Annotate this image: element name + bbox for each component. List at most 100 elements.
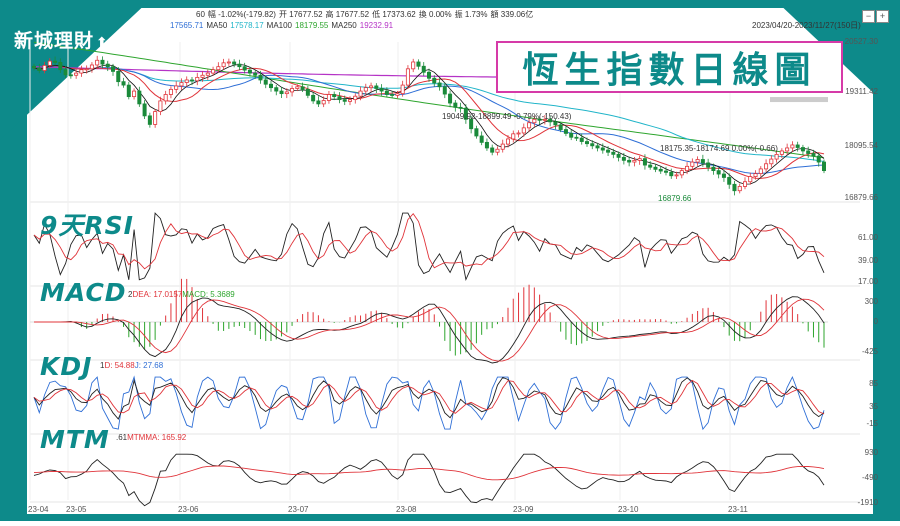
candle-body [632,159,637,163]
candle-body [121,81,126,86]
kdj-k-line [33,376,825,420]
candle-body [132,90,137,98]
candle-body [685,165,690,172]
ma100-line [33,41,825,159]
candle-body [84,68,89,71]
legend-item: .61 [116,433,128,442]
candle-body [548,118,553,123]
mtm-legend: .61MTMMA: 165.92 [116,433,186,442]
candle-body [342,99,347,102]
legend-item: 19232.91 [359,21,394,30]
candle-body [416,61,421,67]
candle-body [716,170,721,175]
candle-body [247,69,252,74]
candle-body [479,135,484,143]
candle-body [58,62,63,71]
minus-button[interactable]: − [862,10,875,23]
candle-body [616,153,621,158]
candle-body [469,118,474,130]
x-tick-label: 23-04 [28,505,49,514]
candle-body [95,59,100,66]
candle-body [284,91,289,95]
legend-item: 高 17677.52 [325,10,370,19]
candle-body [585,141,590,145]
candle-body [79,69,84,74]
candle-body [274,87,279,92]
candle-body [595,145,600,149]
candle-body [563,129,568,134]
candle-body [579,137,584,142]
candle-body [700,159,705,164]
candle-body [442,86,447,95]
legend-item: 2 [128,290,133,299]
candle-body [369,85,374,89]
date-range-label: 2023/04/20-2023/11/27(150日) [752,21,861,30]
candle-body [648,164,653,168]
candle-body [500,143,505,150]
candle-body [642,158,647,166]
y-tick-label: 61.00 [857,233,878,242]
legend-item: 60 [196,10,205,19]
kdj-panel-label: KDJ [40,352,93,381]
candle-body [753,173,758,178]
candle-body [627,159,632,163]
candle-body [379,88,384,92]
y-tick-label: -490 [861,473,878,482]
candle-body [390,94,395,96]
candle-body [68,74,73,77]
rsi-line [33,212,825,281]
candle-body [658,168,663,172]
candle-body [53,60,58,63]
candle-body [47,60,52,66]
mtm-panel-label: MTM [40,425,110,454]
price-band [770,97,828,103]
y-tick-label: 35 [869,402,878,411]
candle-body [779,150,784,155]
frame-top [0,0,900,8]
candle-body [174,85,179,90]
candle-body [495,148,500,153]
x-tick-label: 23-05 [66,505,87,514]
brand-name: 新城理財 [14,30,95,52]
legend-item: 振 1.73% [454,10,488,19]
candle-body [263,79,268,85]
candle-body [811,153,816,157]
x-tick-label: 23-09 [513,505,534,514]
plus-button[interactable]: + [876,10,889,23]
candle-body [258,74,263,81]
candle-body [574,136,579,139]
y-tick-label: 20527.30 [844,37,878,46]
x-tick-label: 23-10 [618,505,639,514]
candle-body [221,62,226,68]
legend-item: 幅 -1.02%(-179.82) [207,10,276,19]
kdj-d-line [33,379,825,415]
legend-item: 額 339.06亿 [490,10,534,19]
candle-body [732,183,737,192]
brand-logo: 新城理財 ⬆ [14,26,109,53]
candle-body [611,151,616,155]
macd-dif-line [34,296,825,364]
legend-item: MA250 [331,21,357,30]
candle-body [400,84,405,95]
candle-body [347,99,352,102]
candle-body [205,72,210,76]
candle-body [232,61,237,65]
candle-body [437,82,442,88]
candle-body [458,106,463,109]
candle-body [421,65,426,73]
candle-body [669,171,674,177]
candle-body [195,76,200,82]
candle-body [316,100,321,105]
x-tick-label: 23-07 [288,505,309,514]
candle-body [553,121,558,126]
candle-body [474,128,479,137]
candle-body [305,88,310,96]
candle-body [537,118,542,121]
candle-body [168,88,173,95]
candle-body [37,67,42,71]
candle-body [758,168,763,175]
candle-body [706,162,711,168]
candle-body [774,153,779,160]
candle-body [800,147,805,152]
candle-body [290,88,295,93]
